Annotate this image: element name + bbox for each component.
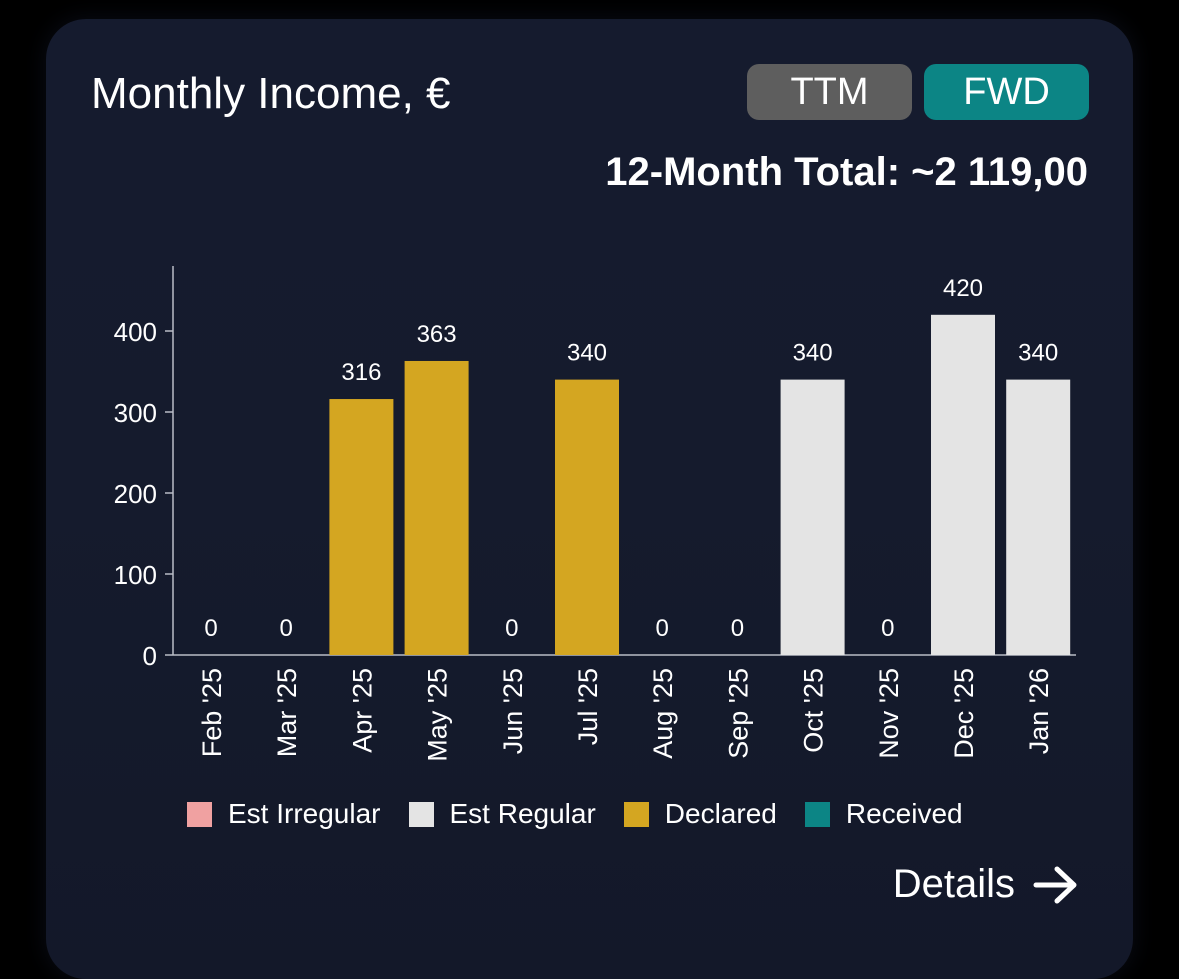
y-tick-label-400: 400 [114, 317, 157, 347]
bar-jul-25 [555, 379, 619, 655]
y-tick-label-200: 200 [114, 479, 157, 509]
x-tick-label-aug-25: Aug '25 [648, 668, 678, 759]
value-label-jun-25: 0 [505, 615, 518, 642]
bar-may-25 [404, 360, 469, 655]
y-tick-label-100: 100 [114, 560, 157, 590]
value-label-sep-25: 0 [731, 615, 744, 642]
bar-jan-26 [1006, 379, 1071, 655]
ttm-toggle-button[interactable]: TTM [747, 64, 912, 120]
x-tick-label-dec-25: Dec '25 [949, 668, 979, 759]
legend-item-est-irregular: Est Irregular [187, 798, 381, 830]
x-tick-label-nov-25: Nov '25 [874, 668, 904, 759]
legend-item-est-regular: Est Regular [408, 798, 596, 830]
chart-legend: Est Irregular Est Regular Declared Recei… [187, 798, 991, 830]
x-tick-label-feb-25: Feb '25 [197, 668, 227, 757]
value-label-dec-25: 420 [943, 275, 983, 302]
arrow-right-icon [1033, 866, 1077, 903]
card-title: Monthly Income, € [91, 69, 451, 118]
x-tick-label-jun-25: Jun '25 [498, 668, 528, 754]
value-label-nov-25: 0 [881, 615, 894, 642]
legend-label-est-irregular: Est Irregular [228, 798, 381, 829]
y-tick-label-300: 300 [114, 398, 157, 428]
twelve-month-total: 12-Month Total: ~2 119,00 [605, 150, 1088, 194]
y-tick-label-0: 0 [143, 641, 157, 671]
bar-apr-25 [329, 399, 394, 655]
legend-label-received: Received [845, 798, 963, 829]
fwd-toggle-button[interactable]: FWD [924, 64, 1089, 120]
value-label-oct-25: 340 [793, 340, 833, 367]
legend-item-received: Received [804, 798, 963, 830]
legend-label-est-regular: Est Regular [449, 798, 596, 829]
x-tick-label-may-25: May '25 [423, 668, 453, 762]
legend-item-declared: Declared [623, 798, 777, 830]
value-label-may-25: 363 [417, 321, 457, 348]
income-bar-chart: 0 100 200 300 400 0 Feb '25 0 Mar '25 316 Apr '25 3… [114, 266, 1076, 762]
legend-swatch-est-regular [408, 801, 434, 827]
legend-swatch-received [804, 801, 830, 827]
details-link[interactable]: Details [893, 862, 1079, 907]
value-label-jul-25: 340 [567, 340, 607, 367]
value-label-feb-25: 0 [204, 615, 217, 642]
value-label-mar-25: 0 [280, 615, 293, 642]
x-tick-label-mar-25: Mar '25 [272, 668, 302, 757]
x-tick-label-jan-26: Jan '26 [1024, 668, 1054, 754]
bar-oct-25 [780, 379, 845, 655]
bar-dec-25 [931, 314, 995, 655]
details-label: Details [892, 862, 1015, 906]
value-label-aug-25: 0 [656, 615, 669, 642]
legend-swatch-declared [623, 801, 649, 827]
x-tick-label-oct-25: Oct '25 [799, 668, 829, 753]
value-label-apr-25: 316 [341, 359, 381, 386]
legend-swatch-est-irregular [187, 801, 212, 827]
x-tick-label-apr-25: Apr '25 [347, 668, 377, 753]
x-tick-label-jul-25: Jul '25 [573, 668, 603, 745]
value-label-jan-26: 340 [1018, 340, 1058, 367]
legend-label-declared: Declared [664, 798, 777, 829]
x-tick-label-sep-25: Sep '25 [723, 668, 753, 759]
